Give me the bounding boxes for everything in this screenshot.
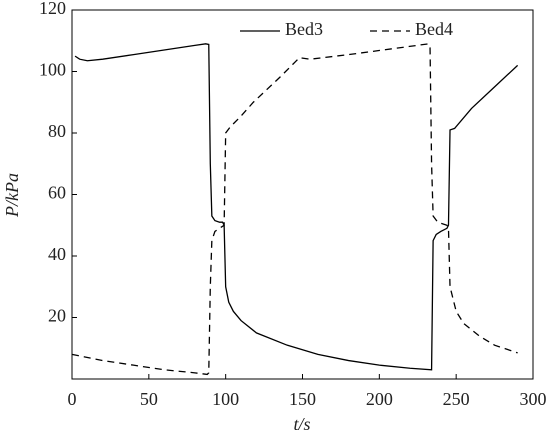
x-tick-label: 50	[140, 389, 158, 409]
x-tick-label: 100	[212, 389, 239, 409]
y-axis-label: P/kPa	[2, 173, 22, 218]
y-tick-label: 60	[48, 183, 66, 203]
y-tick-label: 100	[39, 60, 66, 80]
x-tick-label: 300	[520, 389, 547, 409]
x-tick-label: 0	[68, 389, 77, 409]
y-tick-label: 80	[48, 121, 66, 141]
x-axis-label: t/s	[293, 414, 310, 434]
legend-label: Bed4	[415, 19, 453, 39]
line-series	[74, 43, 519, 371]
y-tick-label: 40	[48, 244, 66, 264]
y-tick-label: 20	[48, 306, 66, 326]
x-tick-label: 200	[366, 389, 393, 409]
x-tick-label: 250	[443, 389, 470, 409]
plot-frame	[71, 9, 534, 380]
y-tick-label: 120	[39, 0, 66, 18]
legend-label: Bed3	[285, 19, 323, 39]
x-tick-label: 150	[289, 389, 316, 409]
line-series	[71, 43, 518, 376]
